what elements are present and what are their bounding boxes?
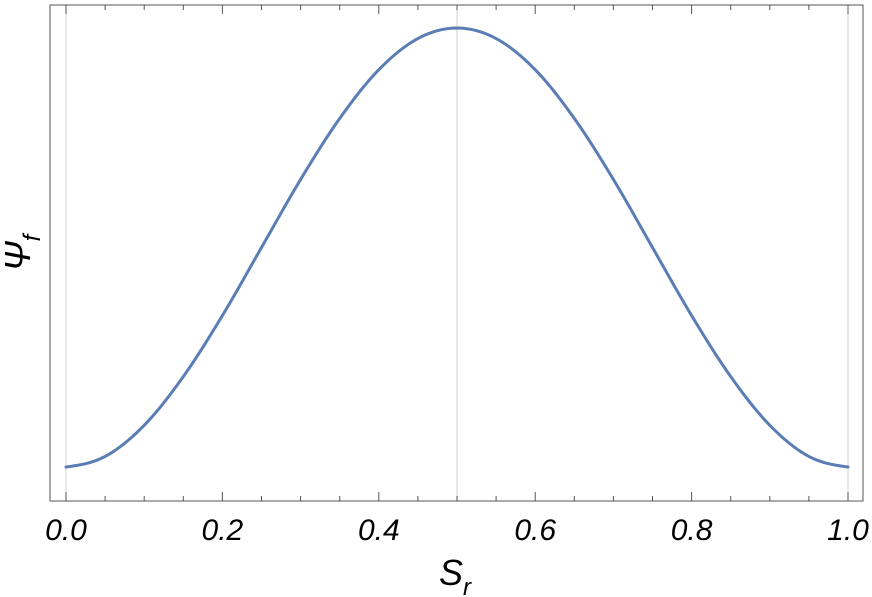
y-axis-label: Ψf <box>0 232 46 271</box>
x-tick-label: 0.0 <box>45 514 87 547</box>
x-axis-label: Sr <box>439 552 472 597</box>
y-axis-label-subscript: f <box>19 232 46 241</box>
y-axis-label-main: Ψ <box>0 240 38 271</box>
x-tick-labels: 0.0 0.2 0.4 0.6 0.8 1.0 <box>45 514 869 547</box>
x-tick-label: 0.2 <box>202 514 244 547</box>
x-axis-label-main: S <box>439 552 463 593</box>
tick-marks <box>65 5 849 501</box>
gridlines <box>65 5 849 501</box>
series-line-0 <box>64 26 850 469</box>
x-tick-label: 0.4 <box>358 514 400 547</box>
x-tick-label: 1.0 <box>827 514 869 547</box>
x-tick-label: 0.6 <box>514 514 556 547</box>
x-tick-label: 0.8 <box>671 514 713 547</box>
series-layer <box>64 26 850 469</box>
x-axis-label-subscript: r <box>463 574 472 597</box>
